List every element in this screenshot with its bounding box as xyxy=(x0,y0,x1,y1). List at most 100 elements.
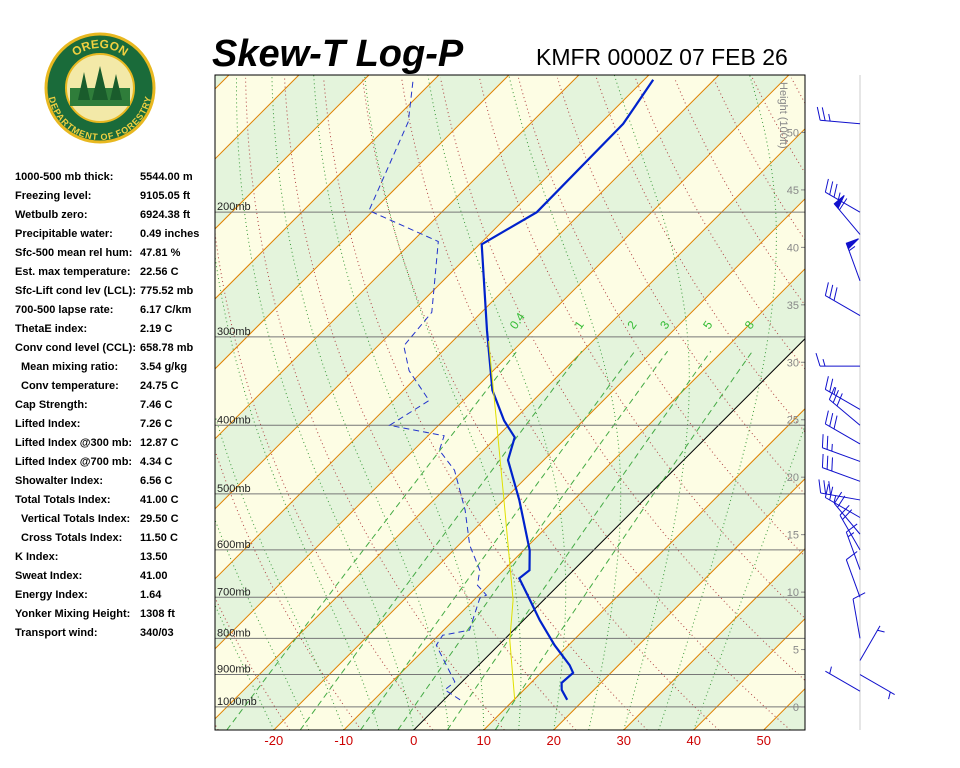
index-value: 775.52 mb xyxy=(140,285,193,297)
index-label: Conv temperature: xyxy=(21,380,119,392)
isotherm xyxy=(215,75,650,510)
barb-staff xyxy=(825,191,861,213)
wind-barb xyxy=(852,592,866,639)
x-tick-label: -30 xyxy=(194,733,213,748)
wind-barb xyxy=(845,551,861,598)
barb-staff xyxy=(825,497,861,518)
isotherm xyxy=(215,75,790,650)
dry-adiabat xyxy=(362,77,720,730)
barb-pennant xyxy=(845,238,859,250)
y-tick-label: 200mb xyxy=(217,201,251,213)
barb-staff xyxy=(859,625,881,661)
moist-adiabat xyxy=(364,75,522,730)
barb-half xyxy=(888,691,891,700)
dry-adiabat xyxy=(947,78,960,730)
isotherm xyxy=(215,75,580,440)
wind-barb xyxy=(824,484,861,518)
index-label: Lifted Index @300 mb: xyxy=(15,437,132,449)
barb-full xyxy=(823,480,827,494)
barb-half xyxy=(837,192,841,200)
barb-half xyxy=(833,387,837,395)
barb-full xyxy=(846,551,858,561)
barb-full xyxy=(833,183,838,198)
mixing-ratio-line xyxy=(397,350,669,730)
index-value: 1308 ft xyxy=(140,608,175,620)
y2-tick-label: 20 xyxy=(787,472,799,484)
dry-adiabat xyxy=(557,77,805,495)
index-label: Sfc-Lift cond lev (LCL): xyxy=(15,285,136,297)
wind-barb xyxy=(824,178,861,213)
index-label: Lifted Index @700 mb: xyxy=(15,456,132,468)
barb-full xyxy=(829,486,834,501)
y2-tick-label: 10 xyxy=(787,587,799,599)
x-axis: -30 -20 -10 0 10 20 30 40 50 xyxy=(194,733,771,748)
index-value: 41.00 xyxy=(140,570,168,582)
isotherm xyxy=(623,548,805,730)
y-tick-label: 1000mb xyxy=(217,696,257,708)
wind-barb xyxy=(859,674,895,700)
isotherm xyxy=(215,75,440,300)
y-tick-label: 500mb xyxy=(217,483,251,495)
isotherm xyxy=(483,408,805,730)
barb-staff xyxy=(829,399,861,426)
barb-staff xyxy=(845,243,861,281)
barb-staff xyxy=(833,203,861,235)
index-value: 1.64 xyxy=(140,589,162,601)
barb-full xyxy=(828,481,831,495)
barb-full xyxy=(852,592,866,600)
barb-staff xyxy=(859,674,895,695)
index-value: 6.56 C xyxy=(140,475,172,487)
dry-adiabat xyxy=(869,78,960,730)
index-value: 2.19 C xyxy=(140,323,172,335)
barb-full xyxy=(816,106,821,121)
barb-full xyxy=(826,435,829,450)
wind-barb xyxy=(824,282,861,317)
index-label: Total Totals Index: xyxy=(15,494,111,506)
barb-full xyxy=(824,282,829,296)
y2-tick-label: 30 xyxy=(787,357,799,369)
isotherm xyxy=(215,75,510,370)
index-label: Transport wind: xyxy=(15,627,98,639)
barb-full xyxy=(831,457,833,472)
index-value: 658.78 mb xyxy=(140,342,193,354)
plot-area xyxy=(215,75,960,730)
barb-full xyxy=(833,415,838,429)
isotherm xyxy=(693,618,805,730)
wind-barb xyxy=(824,376,861,410)
barb-staff xyxy=(845,531,861,570)
index-value: 6.17 C/km xyxy=(140,304,192,316)
index-value: 13.50 xyxy=(140,551,168,563)
index-value: 12.87 C xyxy=(140,437,179,449)
barb-full xyxy=(846,523,858,533)
barb-full xyxy=(824,178,829,193)
barb-full xyxy=(837,495,846,508)
index-value: 0.49 inches xyxy=(140,228,199,240)
barb-full xyxy=(839,198,848,211)
x-tick-label: -20 xyxy=(264,733,283,748)
index-value: 24.75 C xyxy=(140,380,179,392)
index-label: 1000-500 mb thick: xyxy=(15,171,113,183)
profile-line xyxy=(368,79,488,701)
mixing-ratio-line xyxy=(446,350,712,730)
y-tick-label: 400mb xyxy=(217,414,251,426)
index-value: 11.50 C xyxy=(140,532,178,544)
index-label: Yonker Mixing Height: xyxy=(15,608,130,620)
isotherm xyxy=(413,338,805,730)
index-label: K Index: xyxy=(15,551,58,563)
x-tick-label: 0 xyxy=(410,733,417,748)
index-value: 41.00 C xyxy=(140,494,179,506)
x-tick-label: 30 xyxy=(616,733,630,748)
index-label: Sweat Index: xyxy=(15,570,82,582)
dry-adiabat xyxy=(908,78,960,730)
barb-half xyxy=(848,246,856,252)
isotherm xyxy=(343,268,805,730)
dry-adiabat xyxy=(323,77,648,730)
barb-full xyxy=(824,484,829,498)
x-tick-label: 10 xyxy=(477,733,491,748)
barb-full xyxy=(829,284,834,299)
barb-full xyxy=(829,378,834,393)
index-value: 7.46 C xyxy=(140,399,172,411)
barb-staff xyxy=(822,467,861,482)
y-tick-label: 900mb xyxy=(217,664,251,676)
